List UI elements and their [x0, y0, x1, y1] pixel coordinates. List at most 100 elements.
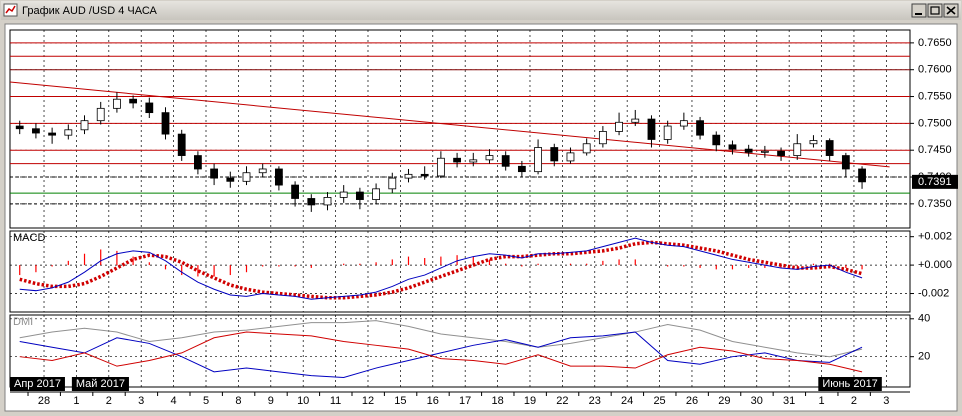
x-tick-label: 11 — [330, 395, 341, 407]
x-tick-label: 17 — [459, 395, 471, 407]
candle-body — [194, 155, 202, 170]
x-tick-label: 19 — [524, 395, 536, 407]
candle-body — [339, 191, 348, 198]
panel-frame — [9, 29, 911, 229]
candle-body — [858, 168, 866, 183]
line — [19, 240, 863, 300]
candle-body — [161, 112, 170, 135]
x-tick-label: 26 — [686, 395, 698, 407]
month-label: Апр 2017 — [14, 378, 61, 390]
x-tick-label: 9 — [268, 395, 274, 407]
month-box — [10, 377, 65, 391]
candle-body — [841, 155, 850, 170]
x-tick-label: 10 — [297, 395, 309, 407]
panel-frame — [9, 314, 911, 388]
line — [19, 237, 863, 300]
candle-body — [96, 107, 105, 122]
x-tick-label: 23 — [589, 395, 601, 407]
candle-body — [15, 125, 24, 130]
candle-body — [355, 191, 364, 200]
y-tick-label: +0.002 — [918, 231, 952, 243]
x-tick-label: 25 — [653, 395, 665, 407]
month-box — [818, 377, 882, 391]
y-tick-label: 0.7650 — [918, 37, 952, 49]
window-icon — [3, 3, 18, 17]
candle-body — [420, 173, 429, 177]
line — [19, 331, 863, 379]
candle-body — [145, 102, 154, 114]
minimize-button[interactable] — [911, 3, 927, 18]
panel-title: DMI — [13, 316, 33, 328]
candle-body — [80, 120, 89, 131]
line — [9, 81, 890, 168]
candle-body — [696, 120, 704, 136]
x-tick-label: 29 — [718, 395, 730, 407]
candle-body — [177, 133, 186, 156]
candle-body — [453, 157, 461, 163]
candle-body — [615, 121, 623, 132]
x-tick-label: 28 — [38, 395, 50, 407]
candle-body — [113, 98, 121, 109]
maximize-button[interactable] — [927, 3, 943, 18]
candle-body — [242, 172, 251, 182]
candle-body — [566, 152, 575, 162]
y-tick-label: -0.002 — [918, 287, 949, 299]
candle-body — [210, 168, 219, 179]
x-tick-label: 30 — [751, 395, 763, 407]
x-tick-label: 15 — [394, 395, 406, 407]
last-price-box — [912, 174, 958, 189]
y-tick-label: 0.7450 — [918, 144, 952, 156]
close-button[interactable] — [943, 3, 959, 18]
x-tick-label: 3 — [883, 395, 889, 407]
last-price-label: 0.7391 — [918, 176, 952, 188]
candle-body — [274, 168, 283, 186]
candle-body — [404, 173, 413, 179]
y-tick-label: 0.7500 — [918, 117, 952, 129]
line — [19, 331, 863, 373]
x-tick-label: 2 — [851, 395, 857, 407]
x-tick-label: 8 — [235, 395, 241, 407]
candle-body — [825, 140, 834, 156]
candle-body — [631, 118, 640, 123]
candle-body — [372, 188, 380, 200]
candle-body — [744, 148, 753, 153]
x-tick-label: 12 — [362, 395, 374, 407]
x-tick-label: 5 — [203, 395, 209, 407]
x-tick-label: 1 — [818, 395, 824, 407]
candle-body — [760, 150, 769, 153]
y-tick-label: +0.000 — [918, 259, 952, 271]
window-title: График AUD /USD 4 ЧАСА — [22, 5, 158, 17]
candle-body — [307, 198, 316, 206]
candle-body — [323, 197, 332, 206]
y-tick-label: 40 — [918, 313, 930, 325]
y-tick-label: 0.7350 — [918, 198, 952, 210]
candle-body — [550, 147, 559, 162]
x-tick-label: 18 — [491, 395, 503, 407]
x-tick-label: 1 — [73, 395, 79, 407]
candle-body — [534, 147, 542, 173]
x-tick-label: 3 — [138, 395, 144, 407]
candle-body — [663, 125, 672, 140]
month-label: Май 2017 — [76, 378, 125, 390]
y-tick-label: 20 — [918, 351, 930, 363]
y-tick-label: 0.7550 — [918, 90, 952, 102]
x-tick-label: 24 — [621, 395, 633, 407]
x-tick-label: 31 — [783, 395, 795, 407]
candle-body — [728, 144, 737, 150]
candle-body — [582, 143, 591, 154]
candle-body — [436, 157, 445, 177]
candle-body — [32, 128, 40, 134]
candle-body — [501, 155, 510, 167]
candle-body — [485, 155, 494, 161]
panel-frame — [9, 230, 911, 313]
month-label: Июнь 2017 — [822, 378, 878, 390]
y-tick-label: 0.7600 — [918, 64, 952, 76]
candle-body — [517, 165, 526, 173]
candle-body — [129, 98, 138, 104]
candle-body — [226, 177, 235, 182]
x-tick-label: 4 — [171, 395, 177, 407]
candle-body — [809, 140, 818, 145]
candle-body — [712, 134, 721, 146]
